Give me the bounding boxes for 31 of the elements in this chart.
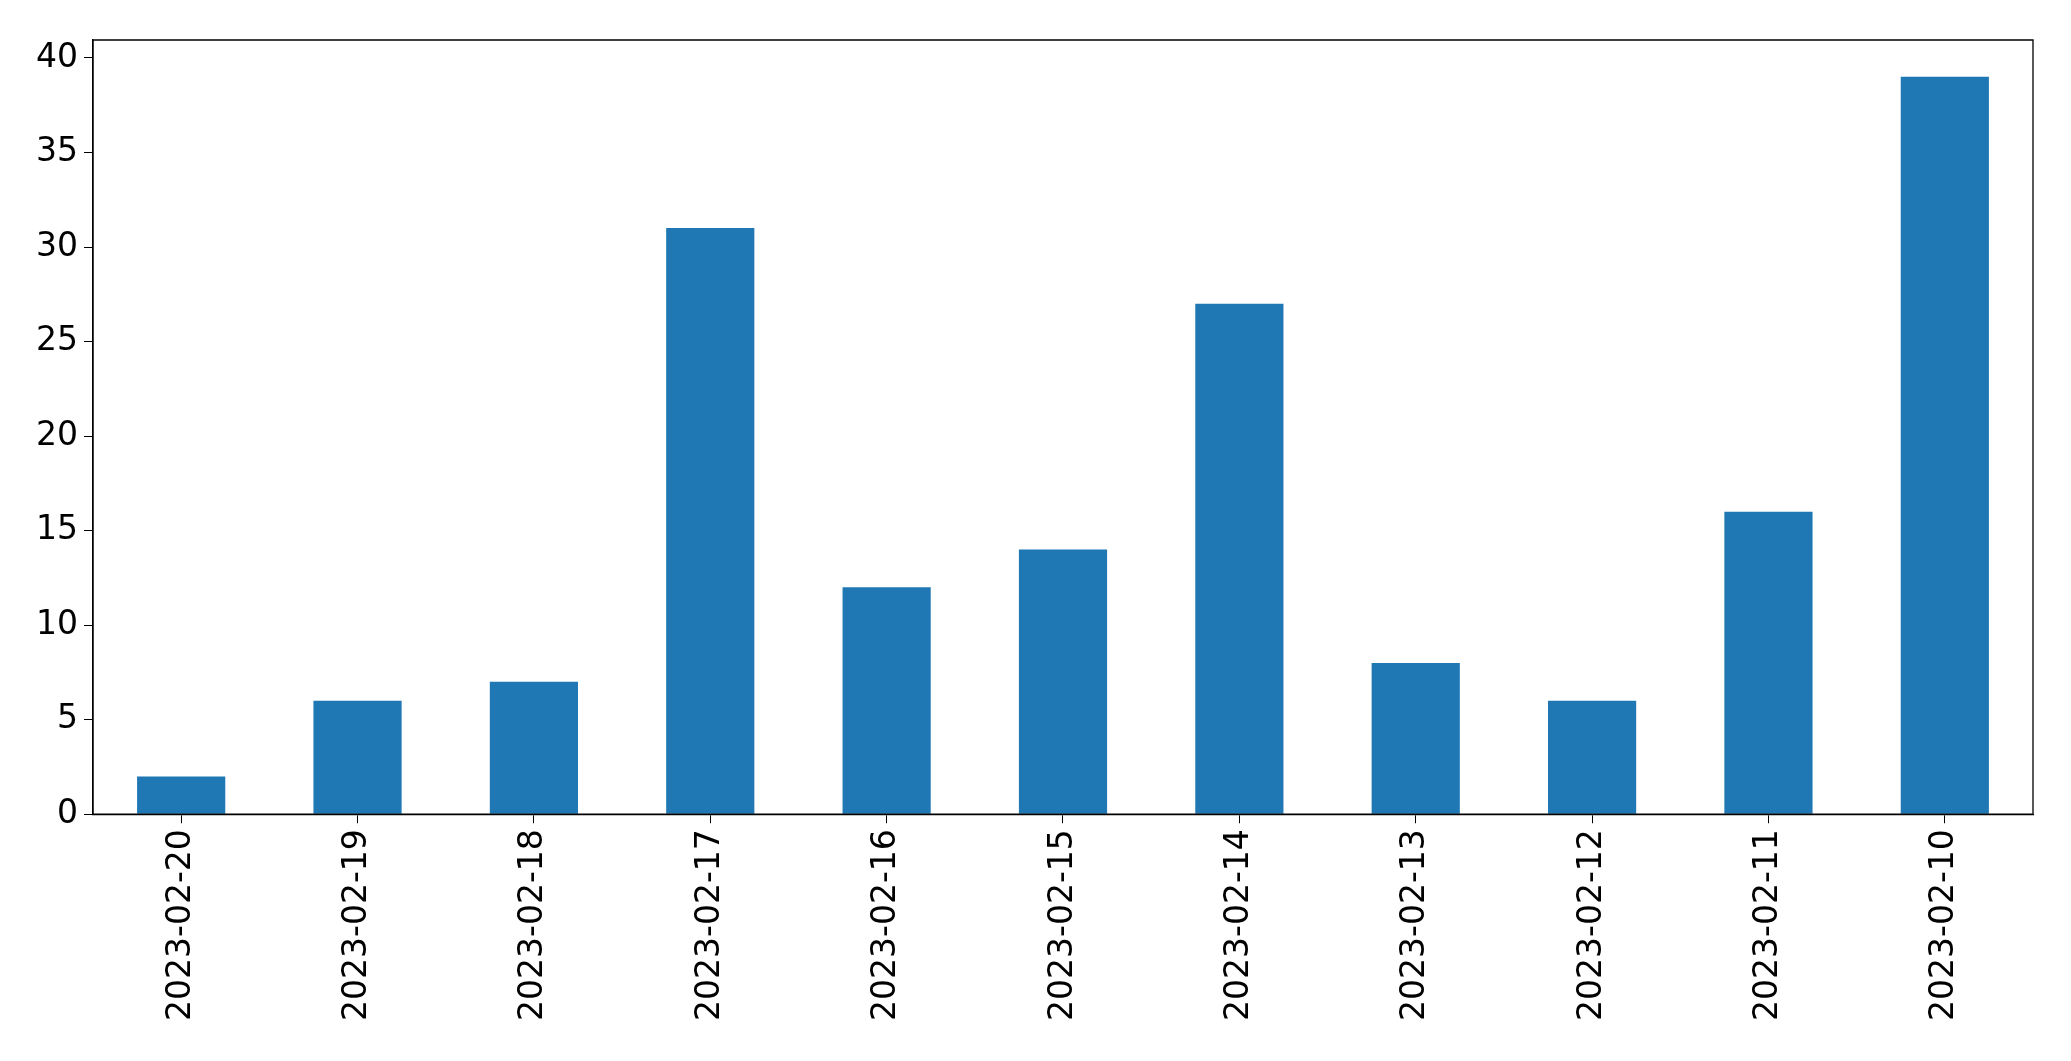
bar: [137, 776, 226, 814]
x-tick-label: 2023-02-15: [1040, 829, 1080, 1021]
x-tick-label: 2023-02-14: [1216, 829, 1256, 1021]
bar: [1195, 303, 1284, 814]
bar: [666, 228, 755, 814]
y-tick-label: 0: [56, 791, 78, 831]
y-tick-label: 35: [35, 130, 78, 170]
x-tick-label: 2023-02-12: [1569, 829, 1609, 1021]
y-tick-label: 15: [35, 508, 78, 548]
x-tick-label: 2023-02-10: [1922, 829, 1962, 1021]
x-tick-label: 2023-02-16: [864, 829, 904, 1021]
x-tick-label: 2023-02-13: [1393, 829, 1433, 1021]
y-tick-label: 20: [35, 413, 78, 453]
bar: [1371, 662, 1460, 814]
bar: [489, 681, 578, 814]
y-tick-label: 40: [35, 35, 78, 75]
y-tick-label: 5: [56, 697, 78, 737]
y-tick-label: 30: [35, 224, 78, 264]
x-tick-label: 2023-02-19: [335, 829, 375, 1021]
x-tick-label: 2023-02-17: [687, 829, 727, 1021]
x-tick-label: 2023-02-18: [511, 829, 551, 1021]
bar: [313, 700, 402, 814]
x-tick-label: 2023-02-20: [158, 829, 198, 1021]
x-tick-label: 2023-02-11: [1746, 829, 1786, 1021]
bar: [1900, 76, 1989, 814]
bar: [1724, 511, 1813, 814]
bar: [1548, 700, 1637, 814]
y-tick-label: 10: [35, 602, 78, 642]
bar: [842, 587, 931, 814]
bar: [1018, 549, 1108, 814]
y-tick-label: 25: [35, 319, 78, 359]
